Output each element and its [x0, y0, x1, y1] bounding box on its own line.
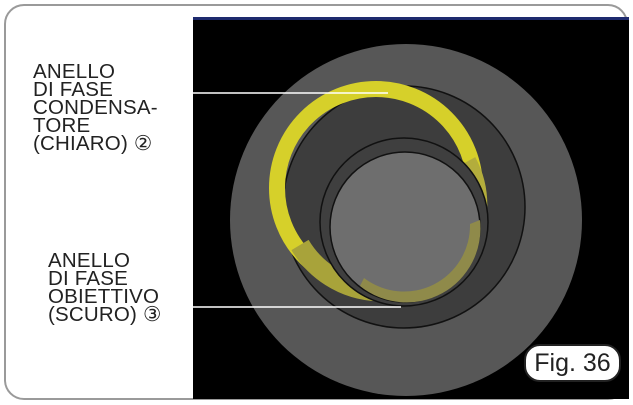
top-border: [193, 17, 629, 20]
label-line: DI FASE: [48, 267, 129, 290]
label-line: (SCURO) ③: [48, 303, 162, 326]
objective-ring-label: ANELLO DI FASE OBIETTIVO (SCURO) ③: [48, 249, 162, 326]
figure-number-badge: Fig. 36: [524, 344, 621, 382]
condenser-ring-label: ANELLO DI FASE CONDENSA- TORE (CHIARO) ②: [33, 60, 158, 155]
label-line: ANELLO: [33, 60, 116, 83]
ring-shadow: [360, 220, 481, 303]
label-line: OBIETTIVO: [48, 285, 160, 308]
label-line: TORE: [33, 114, 91, 137]
label-line: (CHIARO) ②: [33, 132, 153, 155]
label-line: CONDENSA-: [33, 96, 158, 119]
label-line: DI FASE: [33, 78, 114, 101]
label-line: ANELLO: [48, 249, 131, 272]
